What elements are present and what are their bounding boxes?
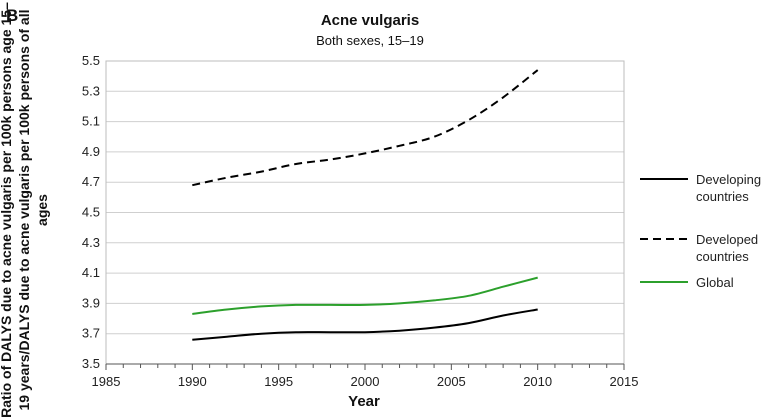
y-tick-label: 4.5 [82, 205, 100, 220]
y-tick-label: 3.5 [82, 356, 100, 371]
x-tick-label: 1990 [178, 374, 207, 389]
legend-label: Global [696, 275, 734, 290]
line-chart: 3.53.73.94.14.34.54.74.95.15.35.5 1985 19… [82, 53, 761, 410]
y-tick-label: 3.7 [82, 326, 100, 341]
x-axis-label: Year [348, 393, 380, 410]
y-tick-label: 5.5 [82, 53, 100, 68]
y-tick-label: 4.3 [82, 235, 100, 250]
x-tick-label: 2015 [610, 374, 639, 389]
series-lines [192, 69, 539, 341]
legend-label-line2: countries [696, 249, 749, 264]
gridlines [106, 60, 624, 365]
series-line-global [192, 276, 538, 315]
y-tick-label: 5.3 [82, 83, 100, 98]
x-ticks: 1985 1990 1995 2000 2005 2010 2015 [92, 364, 639, 389]
chart-subtitle: Both sexes, 15–19 [316, 33, 424, 48]
x-tick-label: 1995 [264, 374, 293, 389]
legend-label: Developed [696, 232, 758, 247]
panel-label: B [6, 6, 19, 25]
series-line-developing-countries [192, 308, 538, 341]
legend-label: Developing [696, 172, 761, 187]
legend-label-line2: countries [696, 189, 749, 204]
y-tick-label: 4.7 [82, 174, 100, 189]
y-tick-label: 3.9 [82, 295, 100, 310]
legend: Developing countries Developed countries Glo… [640, 172, 761, 290]
x-tick-label: 2005 [437, 374, 466, 389]
series-line-developed-countries [192, 69, 539, 187]
y-ticks: 3.5 3.7 3.9 4.1 4.3 4.5 4.7 4.9 5.1 5.3 5.5 [82, 53, 100, 371]
chart-title: Acne vulgaris [320, 12, 420, 29]
y-tick-label: 5.1 [82, 114, 100, 129]
y-tick-label: 4.1 [82, 265, 100, 280]
x-tick-label: 2010 [523, 374, 552, 389]
x-tick-label: 1985 [92, 374, 121, 389]
y-tick-label: 4.9 [82, 144, 100, 159]
x-tick-label: 2000 [351, 374, 380, 389]
